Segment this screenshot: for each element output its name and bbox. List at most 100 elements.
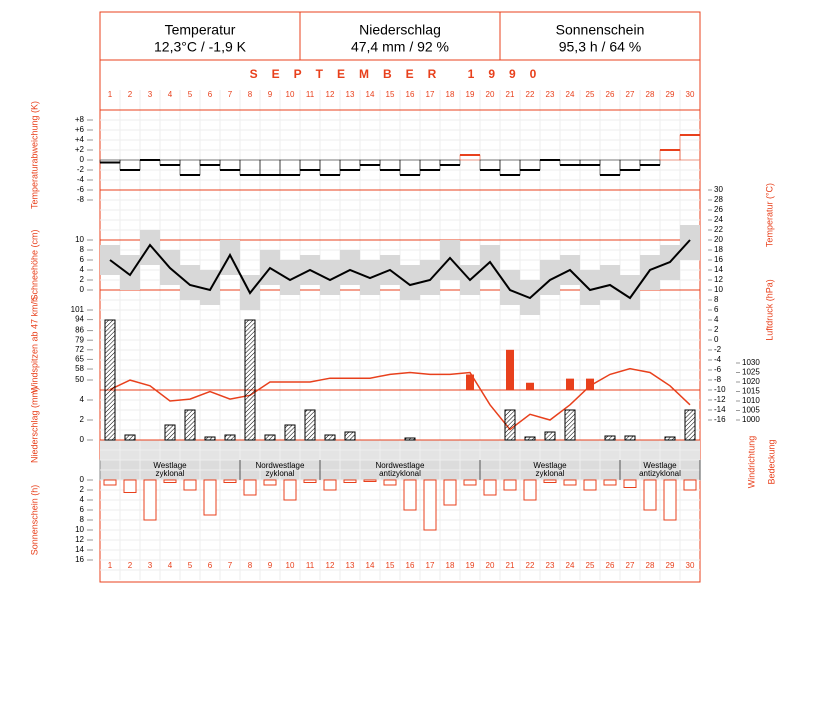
y-tick-label: -8 (77, 195, 85, 204)
temp-range (280, 260, 300, 295)
y-tick-label: 8 (714, 295, 719, 304)
temp-range (320, 260, 340, 295)
precip-bar (204, 436, 216, 441)
y-tick-label: 0 (80, 475, 85, 484)
sun-bar (223, 479, 237, 483)
temp-range (540, 260, 560, 295)
day-label: 17 (426, 90, 435, 99)
y-tick-label: 1015 (742, 387, 760, 396)
weather-type: zyklonal (266, 469, 295, 478)
sun-bar (343, 479, 357, 483)
day-label: 4 (168, 90, 173, 99)
day-label: 30 (686, 90, 695, 99)
y-tick-label: 28 (714, 195, 723, 204)
header-title: Temperatur (165, 22, 236, 38)
side-label: Windrichtung (746, 436, 756, 489)
y-tick-label: 10 (75, 525, 84, 534)
day-label: 23 (546, 561, 555, 570)
precip-bar (124, 434, 136, 441)
axis-label: Sonnenschein (h) (29, 485, 39, 556)
precip-bar (404, 437, 416, 441)
day-label: 18 (446, 90, 455, 99)
weather-type: Nordwestlage (256, 461, 305, 470)
header-title: Niederschlag (359, 22, 441, 38)
precip-bar (544, 431, 556, 441)
y-tick-label: -14 (714, 405, 726, 414)
day-label: 27 (626, 90, 635, 99)
y-tick-label: 1030 (742, 358, 760, 367)
y-tick-label: 2 (714, 325, 719, 334)
precip-bar (564, 409, 576, 441)
y-tick-label: 4 (80, 265, 85, 274)
temp-range (620, 275, 640, 310)
header-value: 12,3°C / -1,9 K (154, 39, 247, 55)
day-label: 7 (228, 90, 233, 99)
y-tick-label: +2 (75, 145, 85, 154)
pressure-line (109, 367, 691, 431)
temp-range (140, 230, 160, 265)
y-tick-label: 16 (714, 255, 723, 264)
sun-bar (383, 479, 397, 486)
axis-label: Luftdruck (hPa) (764, 279, 774, 341)
y-tick-label: 58 (75, 364, 84, 373)
day-label: 1 (108, 561, 113, 570)
y-tick-label: 4 (714, 315, 719, 324)
y-tick-label: 4 (80, 395, 85, 404)
temp-range (120, 255, 140, 290)
day-label: 24 (566, 561, 575, 570)
y-tick-label: 10 (714, 285, 723, 294)
day-label: 11 (306, 90, 315, 99)
y-tick-label: -8 (714, 375, 722, 384)
day-label: 28 (646, 90, 655, 99)
day-label: 20 (486, 561, 495, 570)
precip-bar (524, 436, 536, 441)
weather-type: Westlage (153, 461, 187, 470)
y-tick-label: 14 (75, 545, 84, 554)
y-tick-label: -16 (714, 415, 726, 424)
y-tick-label: 1010 (742, 396, 760, 405)
sun-bar (423, 479, 437, 531)
axis-label: Niederschlag (mm) (29, 387, 39, 463)
sun-bar (303, 479, 317, 483)
precip-bar (264, 434, 276, 441)
axis-label: Temperatur (°C) (764, 183, 774, 247)
y-tick-label: -6 (77, 185, 85, 194)
sun-bar (263, 479, 277, 486)
precip-bar (624, 435, 636, 441)
day-label: 12 (326, 90, 335, 99)
sun-bar (523, 479, 537, 501)
day-label: 13 (346, 90, 355, 99)
temp-range (180, 265, 200, 300)
y-tick-label: +6 (75, 125, 85, 134)
precip-bar (664, 436, 676, 441)
day-label: 3 (148, 561, 153, 570)
sun-bar (403, 479, 417, 511)
y-tick-label: 12 (714, 275, 723, 284)
header-title: Sonnenschein (556, 22, 645, 38)
y-tick-label: 14 (714, 265, 723, 274)
day-label: 7 (228, 561, 233, 570)
day-label: 12 (326, 561, 335, 570)
precip-bar (304, 409, 316, 441)
day-label: 21 (506, 90, 515, 99)
day-label: 14 (366, 90, 375, 99)
temp-range (680, 225, 700, 260)
temp-range (400, 265, 420, 300)
day-label: 24 (566, 90, 575, 99)
y-tick-label: 1020 (742, 377, 760, 386)
precip-bar (344, 431, 356, 441)
precip-bar (164, 424, 176, 441)
sun-bar (363, 479, 377, 482)
y-tick-label: -2 (714, 345, 722, 354)
day-label: 2 (128, 561, 133, 570)
sun-bar (583, 479, 597, 491)
day-label: 22 (526, 561, 535, 570)
y-tick-label: 65 (75, 355, 84, 364)
precip-bar (104, 319, 116, 441)
sun-bar (603, 479, 617, 486)
day-label: 9 (268, 90, 273, 99)
y-tick-label: 0 (80, 155, 85, 164)
day-label: 10 (286, 561, 295, 570)
wind-bar (526, 382, 534, 390)
